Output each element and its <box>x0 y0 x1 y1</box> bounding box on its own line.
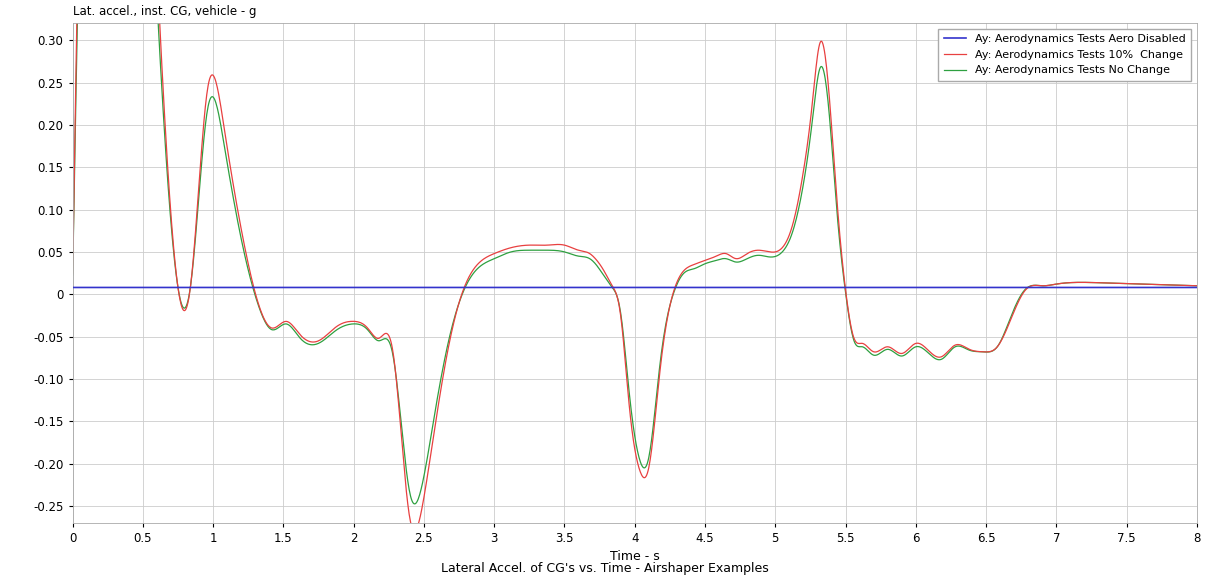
Ay: Aerodynamics Tests No Change: (2.46, -0.242): Aerodynamics Tests No Change: (2.46, -0.… <box>411 496 426 503</box>
Ay: Aerodynamics Tests No Change: (6.71, -0.0133): Aerodynamics Tests No Change: (6.71, -0.… <box>1008 302 1023 309</box>
Ay: Aerodynamics Tests No Change: (2.77, -0.00329): Aerodynamics Tests No Change: (2.77, -0.… <box>453 293 468 300</box>
Ay: Aerodynamics Tests 10%  Change: (2.77, -0.00215): Aerodynamics Tests 10% Change: (2.77, -0… <box>453 293 468 300</box>
Ay: Aerodynamics Tests Aero Disabled: (0.495, 0.008): Aerodynamics Tests Aero Disabled: (0.495… <box>135 284 150 291</box>
Ay: Aerodynamics Tests 10%  Change: (3.18, 0.0569): Aerodynamics Tests 10% Change: (3.18, 0.… <box>511 243 526 250</box>
Ay: Aerodynamics Tests Aero Disabled: (2.75, 0.008): Aerodynamics Tests Aero Disabled: (2.75,… <box>452 284 467 291</box>
X-axis label: Time - s: Time - s <box>609 550 660 564</box>
Ay: Aerodynamics Tests 10%  Change: (2.44, -0.279): Aerodynamics Tests 10% Change: (2.44, -0… <box>407 528 422 535</box>
Ay: Aerodynamics Tests Aero Disabled: (6.7, 0.008): Aerodynamics Tests Aero Disabled: (6.7, … <box>1007 284 1022 291</box>
Ay: Aerodynamics Tests 10%  Change: (4.9, 0.0518): Aerodynamics Tests 10% Change: (4.9, 0.0… <box>754 247 769 254</box>
Ay: Aerodynamics Tests Aero Disabled: (3.17, 0.008): Aerodynamics Tests Aero Disabled: (3.17,… <box>510 284 525 291</box>
Ay: Aerodynamics Tests Aero Disabled: (0, 0.008): Aerodynamics Tests Aero Disabled: (0, 0.… <box>65 284 80 291</box>
Ay: Aerodynamics Tests No Change: (0, 0.0226): Aerodynamics Tests No Change: (0, 0.0226… <box>65 272 80 279</box>
Ay: Aerodynamics Tests No Change: (3.18, 0.0516): Aerodynamics Tests No Change: (3.18, 0.0… <box>511 247 526 254</box>
Ay: Aerodynamics Tests 10%  Change: (2.46, -0.271): Aerodynamics Tests 10% Change: (2.46, -0… <box>411 521 426 528</box>
Line: Ay: Aerodynamics Tests No Change: Ay: Aerodynamics Tests No Change <box>73 0 1198 504</box>
Ay: Aerodynamics Tests No Change: (2.44, -0.248): Aerodynamics Tests No Change: (2.44, -0.… <box>407 500 422 507</box>
Line: Ay: Aerodynamics Tests 10%  Change: Ay: Aerodynamics Tests 10% Change <box>73 0 1198 531</box>
Ay: Aerodynamics Tests 10%  Change: (8.01, 0.00998): Aerodynamics Tests 10% Change: (8.01, 0.… <box>1191 282 1205 289</box>
Text: Lat. accel., inst. CG, vehicle - g: Lat. accel., inst. CG, vehicle - g <box>73 5 256 18</box>
Legend: Ay: Aerodynamics Tests Aero Disabled, Ay: Aerodynamics Tests 10%  Change, Ay: Ae: Ay: Aerodynamics Tests Aero Disabled, Ay… <box>938 29 1191 81</box>
Ay: Aerodynamics Tests 10%  Change: (6.71, -0.0161): Aerodynamics Tests 10% Change: (6.71, -0… <box>1008 304 1023 311</box>
Text: Lateral Accel. of CG's vs. Time - Airshaper Examples: Lateral Accel. of CG's vs. Time - Airsha… <box>440 562 769 575</box>
Ay: Aerodynamics Tests 10%  Change: (0, 0.0243): Aerodynamics Tests 10% Change: (0, 0.024… <box>65 270 80 277</box>
Ay: Aerodynamics Tests Aero Disabled: (2.45, 0.008): Aerodynamics Tests Aero Disabled: (2.45,… <box>410 284 424 291</box>
Ay: Aerodynamics Tests No Change: (4.9, 0.0458): Aerodynamics Tests No Change: (4.9, 0.04… <box>754 252 769 259</box>
Ay: Aerodynamics Tests Aero Disabled: (4.89, 0.008): Aerodynamics Tests Aero Disabled: (4.89,… <box>752 284 767 291</box>
Ay: Aerodynamics Tests Aero Disabled: (8.01, 0.008): Aerodynamics Tests Aero Disabled: (8.01,… <box>1191 284 1205 291</box>
Ay: Aerodynamics Tests No Change: (8.01, 0.00998): Aerodynamics Tests No Change: (8.01, 0.0… <box>1191 282 1205 289</box>
